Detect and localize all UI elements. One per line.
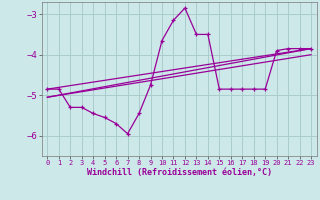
X-axis label: Windchill (Refroidissement éolien,°C): Windchill (Refroidissement éolien,°C) — [87, 168, 272, 177]
